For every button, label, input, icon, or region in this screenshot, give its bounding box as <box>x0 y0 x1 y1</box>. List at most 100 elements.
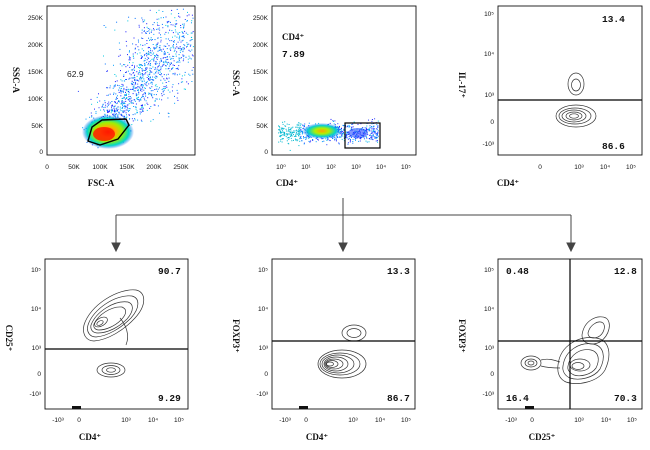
p1-event-dot <box>122 105 123 107</box>
p1-event-dot <box>167 58 169 60</box>
p2-event-dot <box>282 138 284 140</box>
p1-gate-polygon[interactable] <box>87 118 130 146</box>
p2-event-dot <box>330 118 332 120</box>
p1-event-dot <box>124 98 126 100</box>
p3-xtick-0: 0 <box>538 164 542 171</box>
p1-event-dot <box>133 37 135 39</box>
p2-gate-percent: 7.89 <box>282 49 305 60</box>
p2-event-dot <box>341 127 342 129</box>
p1-event-dot <box>144 70 146 71</box>
p4-contour-low-1 <box>96 362 126 378</box>
p1-event-dot <box>161 93 163 95</box>
p1-event-dot <box>125 105 127 107</box>
p1-event-dot <box>167 32 169 34</box>
p1-event-dot <box>112 87 114 89</box>
p6-y-ticks: -10³ 0 10³ 10⁴ 10⁵ <box>482 267 494 398</box>
p1-event-dot <box>132 120 134 122</box>
p2-event-dot <box>287 133 289 135</box>
p2-event-dot <box>365 127 367 129</box>
p1-event-dot <box>146 52 148 54</box>
p1-event-dot <box>180 81 182 83</box>
p1-event-dot <box>165 31 167 33</box>
p1-event-dot <box>148 76 150 77</box>
p1-event-dot <box>132 43 134 45</box>
p1-event-dot <box>123 76 125 77</box>
p1-event-dot <box>119 106 121 108</box>
p1-event-dot <box>149 79 151 81</box>
p2-event-dot <box>359 140 361 142</box>
p1-event-dot <box>171 86 173 88</box>
p1-event-dot <box>164 88 166 89</box>
p2-event-dot <box>288 138 290 140</box>
p2-gate-rect[interactable] <box>344 122 381 149</box>
p2-event-dot <box>295 135 297 137</box>
p1-event-dot <box>127 109 129 111</box>
p1-event-dot <box>146 43 148 44</box>
p1-event-dot <box>145 92 146 94</box>
p1-event-dot <box>175 55 177 57</box>
p1-event-dot <box>165 57 167 59</box>
p1-event-dot <box>163 54 165 56</box>
p1-event-dot <box>141 81 143 83</box>
p1-event-dot <box>191 22 192 24</box>
p1-event-dot <box>172 32 174 34</box>
p5-contour-5 <box>324 358 344 370</box>
p1-event-dot <box>156 98 158 100</box>
p1-event-dot <box>138 24 140 26</box>
p1-event-dot <box>171 62 172 64</box>
p1-event-dot <box>118 100 120 102</box>
p1-event-dot <box>137 86 139 88</box>
p1-event-dot <box>113 107 115 109</box>
p4-ytick-4: 10⁵ <box>31 267 41 274</box>
p1-event-dot <box>141 90 143 92</box>
p1-event-dot <box>163 86 165 88</box>
p2-event-dot <box>289 129 291 130</box>
p3-contour-5 <box>569 113 579 119</box>
p1-event-dot <box>126 106 128 108</box>
p2-event-dot <box>342 131 344 133</box>
p1-event-dot <box>180 25 182 26</box>
p2-event-dot <box>295 132 297 134</box>
p1-event-dot <box>141 108 143 110</box>
p1-event-dot <box>143 50 145 52</box>
p1-event-dot <box>173 60 175 62</box>
p1-event-dot <box>142 77 144 79</box>
p2-event-dot <box>290 127 292 129</box>
p5-contour-upper-2 <box>346 328 362 338</box>
p1-event-dot <box>185 56 187 58</box>
p2-event-dot <box>295 133 297 135</box>
p1-event-dot <box>167 63 168 65</box>
p2-event-dot <box>279 127 281 129</box>
p2-event-dot <box>372 129 374 131</box>
p3-contours <box>555 72 597 128</box>
p4-xtick-4: 10⁵ <box>174 417 184 424</box>
p2-event-dot <box>289 149 291 151</box>
p2-event-dot <box>302 125 304 127</box>
p1-event-dot <box>143 78 145 80</box>
p4-contour-4 <box>93 306 126 331</box>
p1-event-dot <box>127 70 129 72</box>
p1-event-dot <box>150 50 151 52</box>
p1-event-dot <box>139 65 141 66</box>
p1-event-dot <box>159 98 160 100</box>
p2-ytick-4: 200K <box>253 42 269 49</box>
p2-event-dot <box>346 137 348 139</box>
p1-event-dot <box>134 47 136 49</box>
p1-event-dot <box>154 85 156 87</box>
p1-event-dot <box>118 101 120 103</box>
p1-event-dot <box>159 71 161 73</box>
p2-xlabel: CD4⁺ <box>276 178 298 188</box>
p1-event-dot <box>136 79 138 81</box>
p1-event-dot <box>115 99 117 100</box>
p1-event-dot <box>182 54 184 56</box>
p6-ytick-0: -10³ <box>482 391 494 398</box>
p1-event-dot <box>172 84 174 86</box>
p1-event-dot <box>156 86 158 88</box>
p2-event-dot <box>333 123 335 125</box>
p2-event-dot <box>352 141 354 142</box>
p1-event-dot <box>167 38 169 40</box>
p2-event-dot <box>342 135 344 137</box>
p4-axis-bunch <box>72 406 81 409</box>
p1-event-dot <box>148 92 150 94</box>
p1-event-dot <box>161 89 163 90</box>
